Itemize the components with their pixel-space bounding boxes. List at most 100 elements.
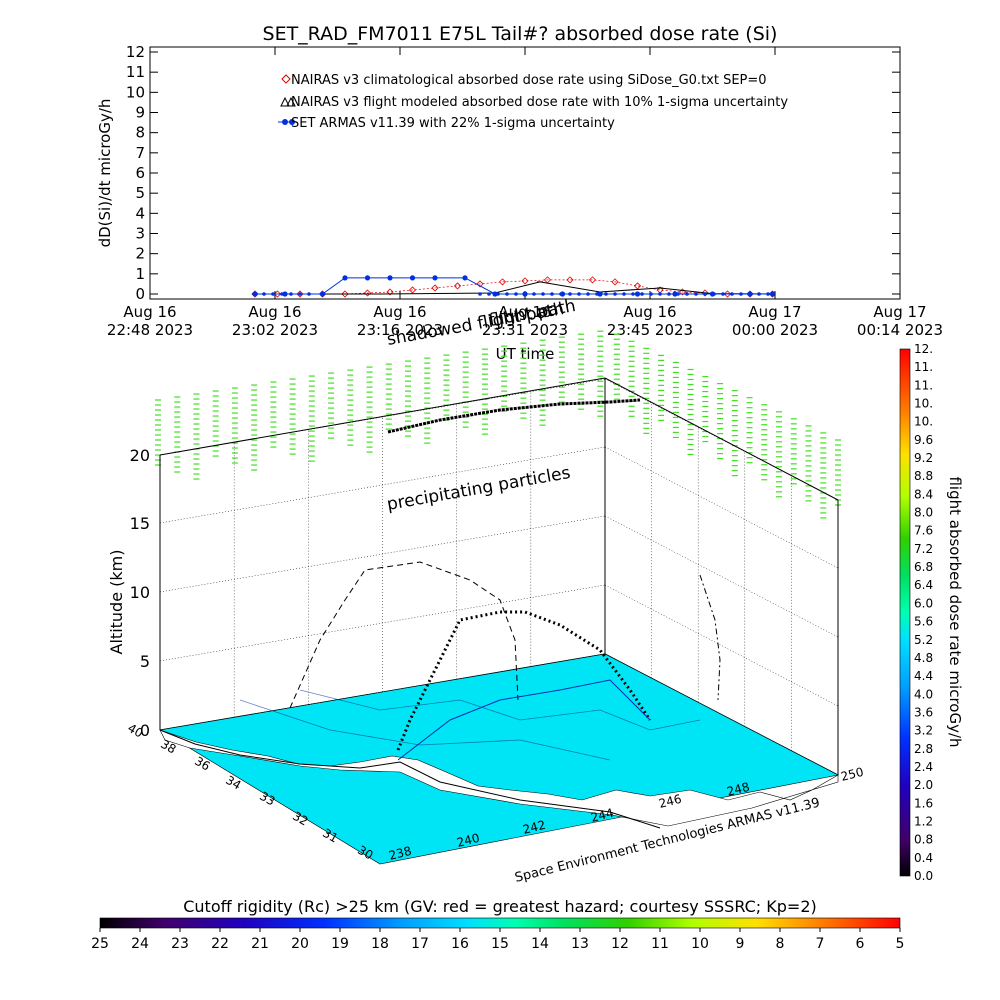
legend-label-armas: SET ARMAS v11.39 with 22% 1-sigma uncert…: [291, 116, 615, 131]
x-tick-label-time: 23:02 2023: [232, 321, 318, 339]
point-nairas-climatological: [701, 289, 709, 297]
y-tick-label: 8: [135, 124, 145, 142]
rigidity-colorbar-tick-label: 9: [736, 936, 745, 952]
point-armas: [505, 292, 509, 296]
dose-colorbar-tick-label: 2.0: [914, 778, 933, 792]
point-armas: [757, 292, 761, 296]
rigidity-colorbar-ticks: 25 24 23 22 21 20 19 18 17 16 15 14 13 12 11 10 9 8 7 6 5: [91, 928, 904, 952]
point-armas: [622, 292, 626, 296]
rigidity-colorbar-tick-label: 13: [571, 936, 589, 952]
dose-colorbar-tick-label: 5.6: [914, 615, 933, 629]
y-tick-label: 3: [135, 225, 145, 243]
dose-colorbar-tick-label: 6.8: [914, 560, 933, 574]
point-armas: [658, 292, 662, 296]
legend: NAIRAS v3 climatological absorbed dose r…: [278, 73, 788, 131]
point-armas: [769, 291, 776, 297]
flight-path: [387, 398, 641, 434]
point-nairas-climatological: [498, 278, 507, 286]
dose-colorbar-tick-label: 4.8: [914, 651, 933, 665]
y-tick-label: 1: [135, 265, 145, 283]
longitude-tick-label: 244: [589, 806, 615, 825]
annotation-precipitating-particles: precipitating particles: [385, 463, 572, 515]
rigidity-colorbar-tick-label: 18: [371, 936, 389, 952]
point-armas: [721, 292, 725, 296]
rigidity-colorbar-label: Cutoff rigidity (Rc) >25 km (GV: red = g…: [183, 897, 817, 916]
inland-boundary: [239, 689, 701, 761]
altitude-axis-label: Altitude (km): [107, 550, 126, 655]
y-tick-label: 10: [126, 83, 145, 101]
longitude-tick-label: 242: [521, 818, 547, 837]
y-tick-label: 12: [126, 43, 145, 61]
altitude-tick-label: 20: [130, 446, 150, 465]
ground-track: [397, 679, 651, 761]
x-tick-label-time: 00:00 2023: [732, 321, 818, 339]
point-armas: [559, 292, 563, 296]
latitude-tick-label: 30: [355, 843, 375, 863]
point-nairas-climatological: [363, 289, 372, 297]
rigidity-colorbar-tick-label: 20: [291, 936, 309, 952]
frame-line: [604, 377, 839, 501]
x-tick-label-date: Aug 16: [623, 303, 676, 321]
dose-colorbar-tick-label: 7.2: [914, 542, 933, 556]
rigidity-colorbar-tick-label: 19: [331, 936, 349, 952]
x-tick-label-time: 23:45 2023: [607, 321, 693, 339]
series-line-armas: [255, 277, 773, 295]
chart-title: SET_RAD_FM7011 E75L Tail#? absorbed dose…: [263, 23, 778, 45]
point-armas: [672, 291, 678, 297]
dose-colorbar-tick-label: 10.: [914, 397, 933, 411]
dose-colorbar-tick-label: 4.0: [914, 687, 933, 701]
y-tick-label: 2: [135, 245, 145, 263]
latitude-tick-label: 38: [158, 737, 178, 757]
rigidity-colorbar-gradient: [99, 917, 901, 929]
dose-colorbar-tick-label: 1.2: [914, 814, 933, 828]
altitude-tick-label: 0: [140, 721, 150, 740]
point-armas: [550, 292, 554, 296]
point-armas: [289, 292, 293, 296]
dose-colorbar-tick-label: 3.2: [914, 724, 933, 738]
dose-colorbar-tick-label: 3.6: [914, 705, 933, 719]
altitude-tick-label: 10: [130, 583, 150, 602]
altitude-ticks: 0 5 10 15 20: [130, 446, 150, 740]
point-armas: [595, 292, 599, 296]
point-nairas-climatological: [408, 286, 417, 294]
altitude-tick-label: 5: [140, 652, 150, 671]
legend-label-nairas-climatological: NAIRAS v3 climatological absorbed dose r…: [291, 73, 767, 88]
longitude-tick-label: 240: [455, 831, 481, 850]
rigidity-colorbar-tick-label: 12: [611, 936, 629, 952]
legend-item-nairas-climatological: NAIRAS v3 climatological absorbed dose r…: [281, 73, 767, 88]
point-armas: [298, 292, 302, 296]
x-tick-label-date: Aug 16: [123, 303, 176, 321]
x-tick-label-date: Aug 16: [498, 303, 551, 321]
point-nairas-climatological: [588, 276, 597, 284]
point-nairas-climatological: [566, 276, 574, 284]
dose-colorbar-tick-label: 2.4: [914, 760, 933, 774]
point-armas: [739, 292, 743, 296]
x-tick-label-date: Aug 17: [873, 303, 926, 321]
rigidity-colorbar-tick-label: 11: [651, 936, 669, 952]
y-tick-label: 4: [135, 204, 145, 222]
longitude-tick-label: 238: [387, 844, 413, 863]
latitude-ticks: 30 31 32 33 34 36 38 40: [125, 721, 375, 863]
point-armas: [730, 292, 734, 296]
dose-colorbar-tick-label: 5.2: [914, 633, 933, 647]
wall-grid: [159, 378, 839, 776]
point-armas: [649, 292, 653, 296]
point-armas: [271, 292, 275, 296]
dose-colorbar-tick-label: 8.8: [914, 469, 933, 483]
dose-colorbar-tick-label: 6.0: [914, 596, 933, 610]
legend-item-nairas-flight: NAIRAS v3 flight modeled absorbed dose r…: [280, 95, 788, 110]
point-armas: [586, 292, 590, 296]
dose-colorbar-tick-label: 11.: [914, 378, 933, 392]
point-armas: [703, 292, 707, 296]
dose-colorbar-tick-label: 0.4: [914, 851, 933, 865]
point-nairas-climatological: [341, 290, 349, 298]
point-armas: [387, 275, 393, 281]
point-nairas-climatological: [273, 290, 282, 298]
rigidity-colorbar: Cutoff rigidity (Rc) >25 km (GV: red = g…: [91, 897, 904, 952]
point-nairas-climatological: [386, 288, 394, 296]
point-armas: [597, 291, 603, 297]
point-armas: [634, 291, 641, 297]
